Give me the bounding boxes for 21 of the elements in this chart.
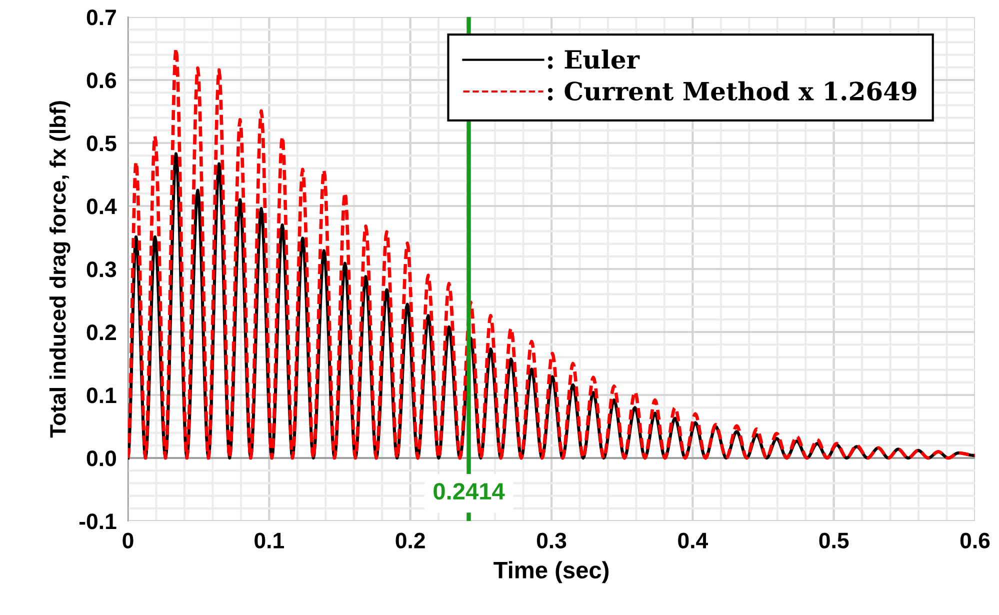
x-tick-label: 0.5 (819, 532, 849, 548)
y-tick-label: 0.3 (86, 262, 116, 278)
y-tick-label: 0.0 (86, 450, 116, 466)
y-tick-label: 0.7 (86, 10, 116, 26)
x-tick-label: 0.1 (254, 532, 284, 548)
x-tick-label: 0 (122, 532, 134, 548)
y-tick-label: 0.5 (86, 136, 116, 152)
y-axis-title: Total induced drag force, fx (lbf) (49, 101, 70, 438)
y-tick-label: -0.1 (79, 514, 116, 530)
x-axis-title: Time (sec) (494, 561, 609, 584)
y-tick-label: 0.4 (86, 198, 117, 214)
legend-label: : Current Method x 1.2649 (548, 81, 916, 101)
x-tick-label: 0.4 (678, 532, 708, 548)
y-tick-label: 0.1 (86, 388, 116, 404)
x-tick-label: 0.6 (960, 532, 990, 548)
x-tick-label: 0.2 (396, 532, 425, 548)
ref-line-label: 0.2414 (434, 482, 505, 500)
y-tick-label: 0.6 (86, 72, 116, 88)
legend-label: : Euler (548, 50, 640, 69)
y-tick-label: 0.2 (86, 324, 116, 340)
x-tick-label: 0.3 (536, 532, 566, 548)
